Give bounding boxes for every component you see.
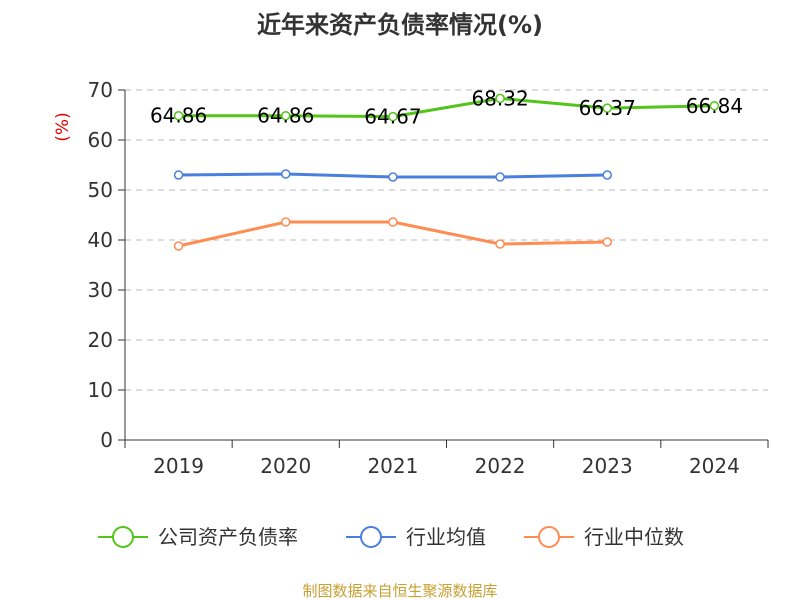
- data-point: [281, 110, 291, 121]
- legend-label: 行业均值: [406, 525, 486, 549]
- series-line: [178, 96, 715, 119]
- source-note: 制图数据来自恒生聚源数据库: [302, 582, 497, 600]
- data-point: [173, 170, 184, 180]
- legend-label: 行业中位数: [584, 525, 684, 549]
- x-tick-label: 2022: [475, 454, 526, 478]
- data-label: 66.84: [686, 94, 743, 118]
- data-label: 68.32: [471, 86, 528, 110]
- x-tick-label: 2023: [582, 454, 633, 478]
- data-point: [281, 217, 291, 227]
- legend-item: 公司资产负债率: [98, 525, 298, 549]
- y-tick-label: 70: [88, 78, 113, 102]
- data-point: [281, 169, 291, 179]
- data-label: 64.67: [364, 105, 421, 129]
- data-point: [495, 239, 505, 249]
- legend-item: 行业中位数: [524, 525, 684, 549]
- y-tick-label: 10: [88, 378, 113, 402]
- legend-marker-icon: [360, 526, 382, 548]
- chart-title: 近年来资产负债率情况(%): [257, 11, 543, 39]
- legend-marker-icon: [112, 526, 134, 548]
- data-point: [602, 170, 612, 180]
- legend-item: 行业均值: [346, 525, 486, 549]
- x-tick-label: 2020: [260, 454, 311, 478]
- data-point: [388, 111, 398, 122]
- legend-label: 公司资产负债率: [158, 525, 298, 549]
- y-tick-label: 40: [88, 228, 113, 252]
- data-label: 64.86: [257, 104, 314, 128]
- data-point: [709, 101, 720, 111]
- y-axis-label: (%): [53, 112, 73, 141]
- y-tick-label: 20: [88, 328, 113, 352]
- data-point: [388, 172, 398, 182]
- data-point: [495, 172, 505, 182]
- legend-marker-icon: [538, 526, 560, 548]
- data-point: [173, 241, 184, 251]
- x-tick-label: 2021: [367, 454, 418, 478]
- data-point: [602, 103, 612, 113]
- y-tick-label: 0: [100, 428, 113, 452]
- data-point: [388, 217, 398, 227]
- x-tick-label: 2024: [689, 454, 740, 478]
- y-tick-label: 30: [88, 278, 113, 302]
- y-tick-label: 60: [88, 128, 113, 152]
- data-label: 64.86: [150, 104, 207, 128]
- data-point: [173, 110, 184, 121]
- data-point: [495, 93, 505, 104]
- data-point: [602, 237, 612, 247]
- y-tick-label: 50: [88, 178, 113, 202]
- data-label: 66.37: [579, 96, 636, 120]
- x-tick-label: 2019: [153, 454, 204, 478]
